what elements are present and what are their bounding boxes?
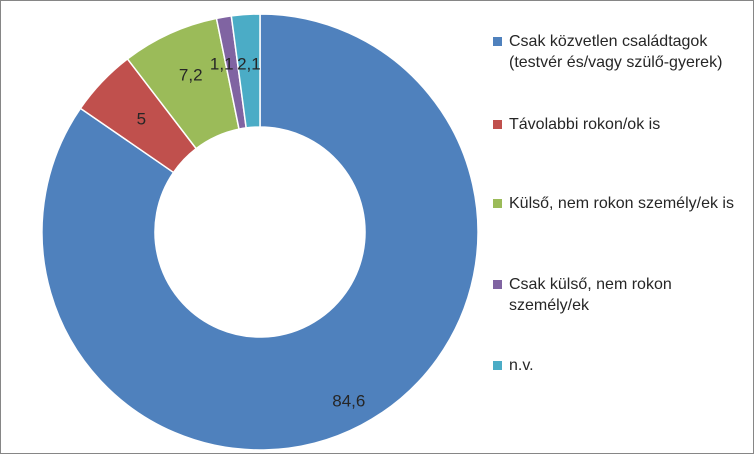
- data-label-1: 84,6: [332, 391, 365, 410]
- legend-label-2: Távolabbi rokon/ok is: [509, 116, 661, 133]
- legend-label-4: Csak külső, nem rokon személy/ek: [509, 276, 672, 314]
- legend-label-3: Külső, nem rokon személy/ek is: [509, 195, 734, 212]
- legend-item-3: Külső, nem rokon személy/ek is: [493, 193, 739, 214]
- legend-item-2: Távolabbi rokon/ok is: [493, 114, 739, 135]
- legend-label-1: Csak közvetlen családtagok (testvér és/v…: [509, 33, 723, 71]
- legend-swatch-3: [493, 199, 502, 208]
- donut-slice-5: [230, 13, 261, 129]
- legend-swatch-1: [493, 37, 502, 46]
- legend-swatch-2: [493, 120, 502, 129]
- donut-slice-1: [41, 13, 479, 451]
- legend-swatch-4: [493, 280, 502, 289]
- legend-item-1: Csak közvetlen családtagok (testvér és/v…: [493, 31, 739, 73]
- legend-label-5: n.v.: [509, 357, 534, 374]
- data-label-4: 1,1: [210, 54, 234, 73]
- data-label-2: 5: [137, 110, 146, 129]
- data-label-5: 2,1: [237, 55, 261, 74]
- data-label-3: 7,2: [179, 65, 203, 84]
- legend-item-5: n.v.: [493, 355, 739, 376]
- legend-item-4: Csak külső, nem rokon személy/ek: [493, 274, 739, 316]
- legend-swatch-5: [493, 361, 502, 370]
